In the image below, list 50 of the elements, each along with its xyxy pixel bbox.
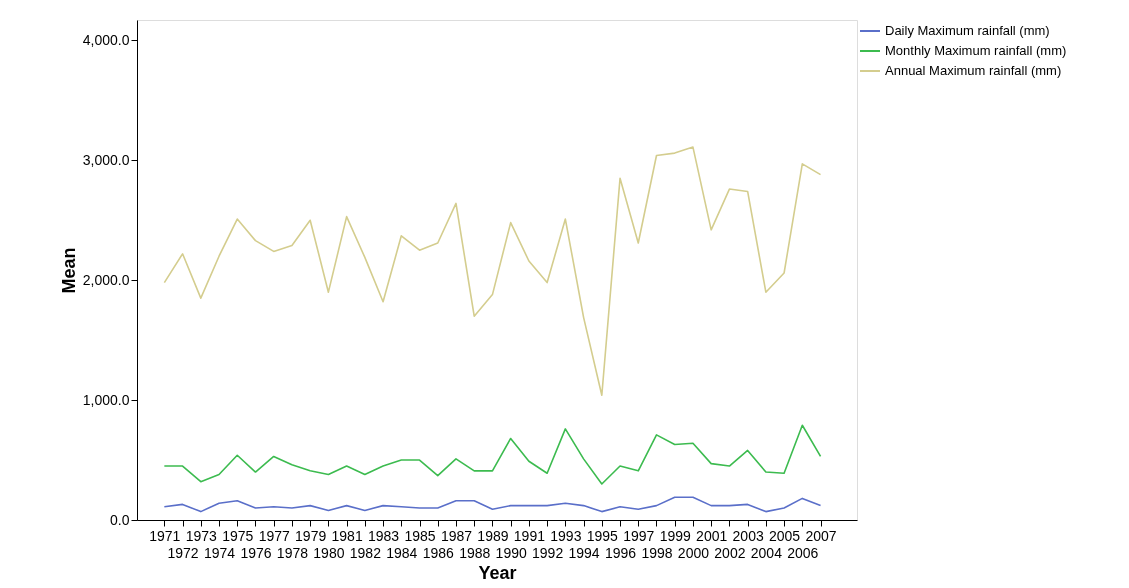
x-tick-label: 2004 — [750, 544, 783, 561]
x-tick-label: 1981 — [331, 527, 363, 544]
y-tick-label: 2,000.0 — [82, 271, 130, 288]
y-tick-label: 3,000.0 — [82, 151, 130, 168]
legend-label: Monthly Maximum rainfall (mm) — [885, 43, 1067, 58]
x-tick-label: 1977 — [258, 527, 290, 544]
x-tick-label: 1976 — [240, 544, 272, 561]
x-tick-label: 1995 — [586, 527, 619, 544]
x-tick-label: 1983 — [368, 527, 400, 544]
x-tick-label: 2007 — [805, 527, 837, 544]
x-tick-label: 2005 — [769, 527, 801, 544]
line-series — [163, 424, 822, 485]
x-tick-label: 1975 — [222, 527, 254, 544]
x-tick-label: 1994 — [568, 544, 600, 561]
x-tick-label: 1993 — [550, 527, 582, 544]
x-tick-label: 1982 — [349, 544, 382, 561]
x-tick-label: 1979 — [295, 527, 327, 544]
x-tick-label: 1992 — [532, 544, 564, 561]
x-tick-label: 1988 — [459, 544, 491, 561]
x-tick-label: 1998 — [641, 544, 673, 561]
x-tick-label: 2006 — [787, 544, 819, 561]
x-tick-label: 1973 — [185, 527, 218, 544]
x-tick-label: 1984 — [386, 544, 418, 561]
legend-label: Annual Maximum rainfall (mm) — [885, 63, 1062, 78]
x-tick-label: 1978 — [276, 544, 309, 561]
x-axis-title: Year — [478, 562, 517, 583]
x-tick-label: 1989 — [477, 527, 509, 544]
y-tick-label: 1,000.0 — [82, 391, 130, 408]
x-tick-label: 1974 — [203, 544, 236, 561]
x-tick-label: 1999 — [659, 527, 691, 544]
x-tick-label: 2000 — [677, 544, 710, 561]
line-series — [163, 496, 822, 513]
x-tick-label: 2001 — [696, 527, 728, 544]
x-tick-label: 1996 — [604, 544, 637, 561]
x-tick-label: 1991 — [513, 527, 546, 544]
line-series — [163, 146, 822, 397]
x-tick-label: 1987 — [440, 527, 473, 544]
x-tick-label: 2003 — [732, 527, 764, 544]
x-tick-label: 1971 — [149, 527, 181, 544]
x-tick-label: 1972 — [167, 544, 199, 561]
x-tick-label: 1997 — [623, 527, 655, 544]
x-tick-label: 1980 — [313, 544, 345, 561]
x-tick-label: 1986 — [422, 544, 455, 561]
x-tick-label: 1985 — [404, 527, 436, 544]
y-tick-label: 4,000.0 — [82, 31, 130, 48]
legend-label: Daily Maximum rainfall (mm) — [885, 23, 1050, 38]
y-axis-title: Mean — [58, 247, 79, 294]
x-tick-label: 1990 — [495, 544, 527, 561]
x-tick-label: 2002 — [714, 544, 746, 561]
y-tick-label: 0.0 — [110, 511, 130, 528]
